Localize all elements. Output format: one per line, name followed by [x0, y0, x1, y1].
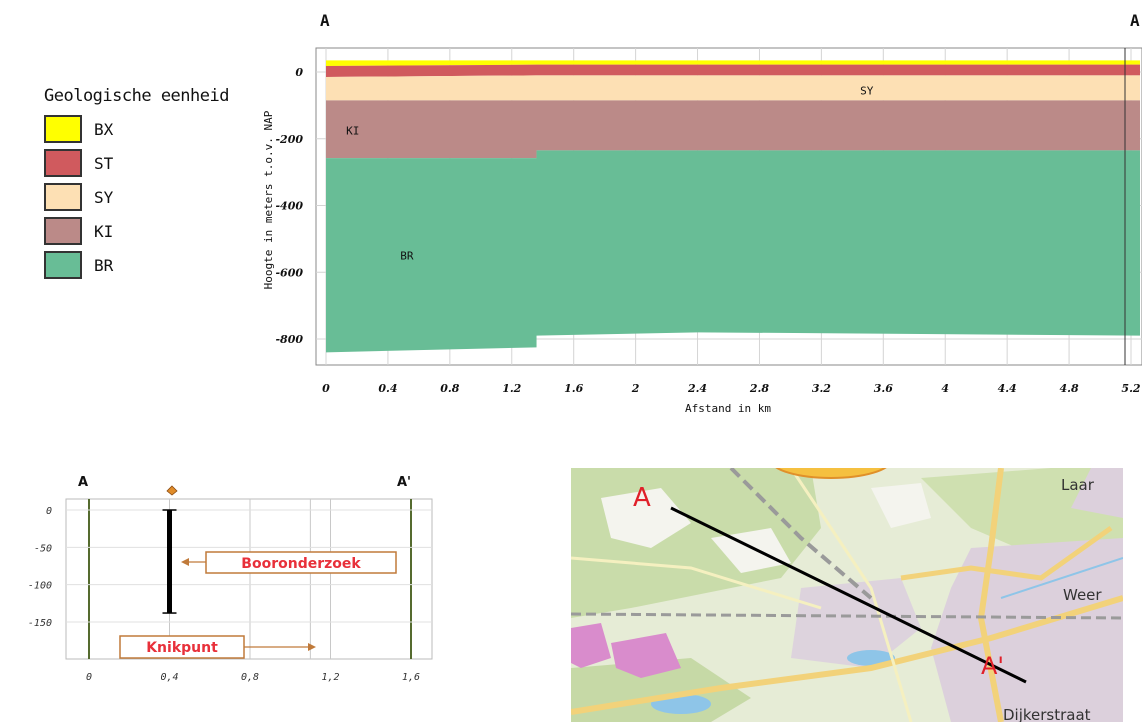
x-tick-label: 4: [941, 382, 949, 395]
clearing: [711, 528, 791, 573]
legend-swatch: [44, 115, 82, 143]
marker-a-prime: A': [397, 475, 411, 490]
marker-a-right: A: [1130, 11, 1140, 30]
mini-x-tick-label: 0: [86, 672, 92, 683]
place-label-weer: Weer: [1063, 586, 1102, 604]
x-tick-label: 0: [322, 382, 330, 395]
layer-sy: [326, 75, 1140, 101]
x-tick-label: 0.4: [378, 382, 397, 395]
layer-ki: [326, 100, 1140, 159]
mini-y-tick-label: -100: [28, 581, 52, 592]
pink-zone: [571, 623, 611, 668]
mini-plot-area: [65, 498, 433, 660]
geology-layers: [326, 60, 1140, 353]
place-label-dijkerstraat: Dijkerstraat: [1003, 706, 1091, 722]
legend-item: ST: [44, 146, 229, 180]
railway: [729, 468, 873, 600]
x-tick-label: 0.8: [440, 382, 459, 395]
road: [571, 556, 822, 610]
railway: [571, 612, 1123, 620]
landmark-area: [775, 468, 887, 479]
x-tick-label: 3.6: [874, 382, 893, 395]
legend-label: SY: [94, 187, 114, 207]
road: [977, 468, 1004, 722]
marker-a-left: A: [320, 11, 330, 30]
y-axis-label: Hoogte in meters t.o.v. NAP: [262, 110, 275, 289]
legend-swatch: [44, 183, 82, 211]
x-tick-label: 2: [631, 382, 640, 395]
mini-y-tick-label: 0: [46, 506, 52, 517]
map-canvas: A A' Laar Weer Dijkerstraat: [571, 468, 1123, 722]
mini-x-tick-label: 0,8: [241, 672, 259, 683]
mini-x-tick-labels: 0 0,4 0,8 1,2 1,6: [86, 672, 420, 683]
legend-title: Geologische eenheid: [44, 86, 229, 106]
legend-item: SY: [44, 180, 229, 214]
road: [900, 525, 1113, 581]
legend-swatch: [44, 217, 82, 245]
place-label-laar: Laar: [1061, 476, 1095, 494]
cross-section-chart: A A 0 -200 -400 -600 -800 0 0.4 0.8 1.2 1.6 2 2.4 2…: [262, 11, 1142, 415]
knikpunt-arrowhead-icon: [308, 643, 316, 651]
map-point-a: A: [633, 483, 651, 513]
mini-x-tick-label: 1,6: [402, 672, 420, 683]
borehole-chart: A A' 0 -50 -100 -150 0 0,4 0,8 1,2 1,6 Booronde…: [28, 475, 433, 683]
booronderzoek-arrowhead-icon: [181, 558, 189, 566]
layer-annotation: SY: [860, 84, 874, 97]
y-tick-labels: 0 -200 -400 -600 -800: [275, 66, 303, 346]
y-tick-label: -200: [275, 133, 303, 146]
x-tick-label: 3.2: [812, 382, 831, 395]
y-tick-label: 0: [295, 66, 303, 79]
legend: Geologische eenheid BX ST SY KI BR: [44, 86, 229, 282]
knikpunt-label: Knikpunt: [146, 640, 218, 656]
borehole-marker-icon: [166, 485, 178, 496]
booronderzoek-box: [205, 551, 397, 574]
x-tick-label: 5.2: [1121, 382, 1140, 395]
layer-bx: [326, 60, 1140, 66]
map-point-a-prime: A': [981, 652, 1004, 680]
x-tick-label: 4.8: [1060, 382, 1079, 395]
y-tick-label: -600: [275, 266, 303, 279]
x-tick-label: 2.4: [687, 382, 707, 395]
legend-label: BR: [94, 255, 114, 275]
y-tick-label: -400: [275, 200, 303, 213]
layer-st: [326, 64, 1140, 78]
legend-swatch: [44, 251, 82, 279]
clearing: [871, 483, 931, 528]
legend-item: BR: [44, 248, 229, 282]
mini-x-tick-label: 0,4: [160, 672, 178, 683]
x-tick-label: 2.8: [749, 382, 769, 395]
layer-annotation: KI: [346, 124, 359, 137]
mini-y-tick-label: -50: [34, 543, 52, 554]
x-axis-label: Afstand in km: [685, 402, 771, 415]
x-tick-label: 4.4: [998, 382, 1017, 395]
urban-area: [1071, 468, 1123, 518]
mini-y-tick-labels: 0 -50 -100 -150: [28, 506, 52, 629]
marker-a: A: [78, 475, 88, 490]
legend-label: ST: [94, 153, 114, 173]
clearing: [601, 488, 691, 548]
legend-label: BX: [94, 119, 114, 139]
layer-annotation: BR: [400, 250, 414, 263]
legend-item: BX: [44, 112, 229, 146]
pink-zone: [611, 633, 681, 678]
layer-annotations: SY KI BR: [346, 84, 874, 262]
booronderzoek-label: Booronderzoek: [241, 556, 361, 572]
cross-section-line: [670, 506, 1027, 684]
mini-grid: [66, 499, 432, 659]
mini-y-tick-label: -150: [28, 618, 52, 629]
x-tick-label: 1.6: [564, 382, 583, 395]
legend-item: KI: [44, 214, 229, 248]
water: [1000, 557, 1123, 599]
road: [571, 595, 1123, 715]
location-map[interactable]: A A' Laar Weer Dijkerstraat: [571, 468, 1123, 722]
x-tick-labels: 0 0.4 0.8 1.2 1.6 2 2.4 2.8 3.2 3.6 4 4.4 4.8 5.2: [322, 382, 1141, 395]
road: [789, 468, 913, 722]
x-tick-label: 1.2: [502, 382, 521, 395]
layer-br: [326, 150, 1140, 353]
legend-label: KI: [94, 221, 114, 241]
y-tick-label: -800: [275, 333, 303, 346]
legend-swatch: [44, 149, 82, 177]
mini-x-tick-label: 1,2: [321, 672, 339, 683]
forest-area: [921, 468, 1123, 558]
